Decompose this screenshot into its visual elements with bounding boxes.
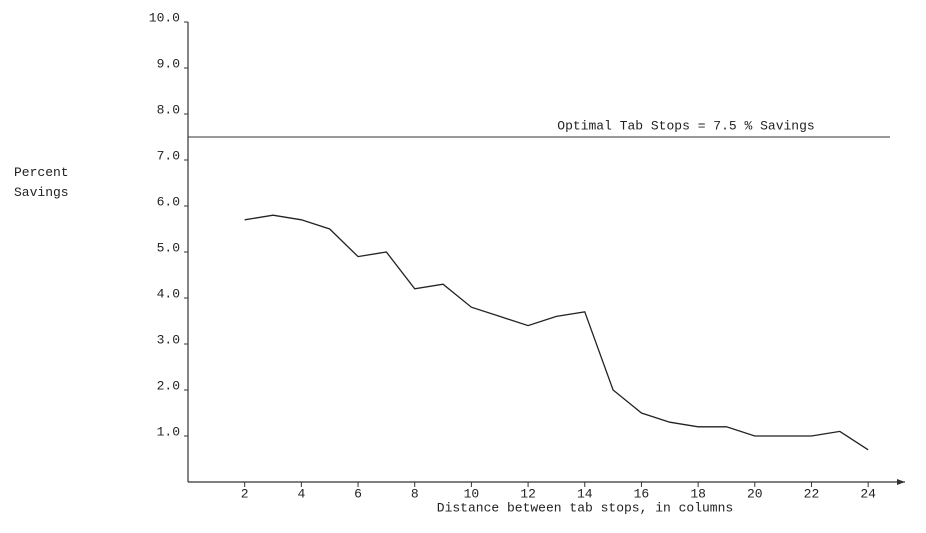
x-axis-label: Distance between tab stops, in columns (437, 500, 733, 515)
x-tick-label: 2 (241, 486, 249, 501)
x-tick-label: 14 (577, 486, 593, 501)
y-tick-label: 1.0 (157, 424, 180, 439)
x-tick-label: 6 (354, 486, 362, 501)
x-tick-label: 8 (411, 486, 419, 501)
y-tick-label: 4.0 (157, 286, 180, 301)
y-tick-label: 5.0 (157, 240, 180, 255)
x-axis-arrow (897, 479, 905, 485)
x-tick-label: 24 (860, 486, 876, 501)
x-tick-label: 22 (804, 486, 820, 501)
x-tick-label: 10 (464, 486, 480, 501)
x-tick-label: 16 (634, 486, 650, 501)
y-tick-label: 6.0 (157, 194, 180, 209)
x-tick-label: 4 (297, 486, 305, 501)
y-tick-label: 3.0 (157, 332, 180, 347)
y-tick-label: 8.0 (157, 102, 180, 117)
data-line (244, 214, 869, 451)
reference-label: Optimal Tab Stops = 7.5 % Savings (557, 118, 814, 133)
y-tick-label: 2.0 (157, 378, 180, 393)
x-tick-label: 12 (520, 486, 536, 501)
y-tick-label: 7.0 (157, 148, 180, 163)
x-tick-label: 18 (690, 486, 706, 501)
x-tick-label: 20 (747, 486, 763, 501)
y-tick-label: 10.0 (149, 10, 180, 25)
y-tick-label: 9.0 (157, 56, 180, 71)
y-axis-label: Percent Savings (14, 165, 69, 200)
